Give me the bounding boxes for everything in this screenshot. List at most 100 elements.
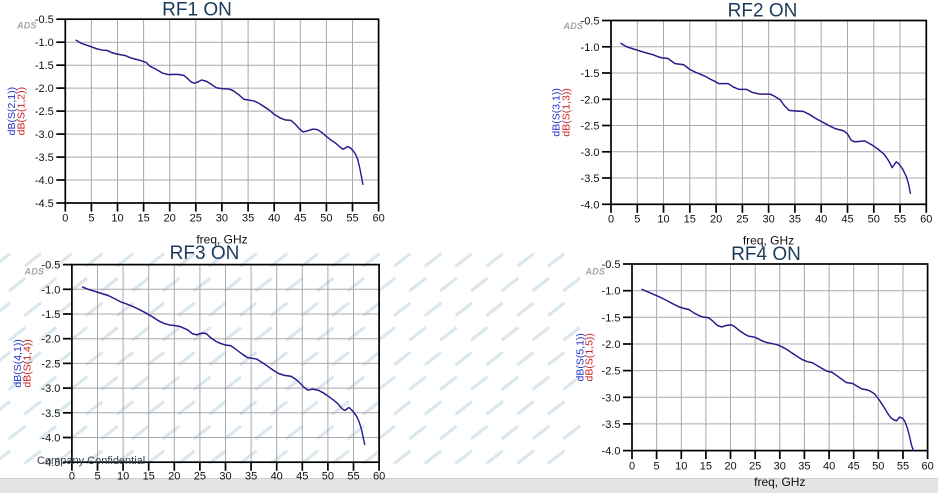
svg-text:45: 45: [841, 214, 853, 226]
svg-text:ADS: ADS: [585, 267, 606, 277]
svg-text:-4.0: -4.0: [41, 433, 60, 445]
svg-text:5: 5: [94, 471, 100, 483]
svg-text:-3.5: -3.5: [35, 152, 54, 164]
svg-text:40: 40: [815, 214, 827, 226]
svg-text:-2.0: -2.0: [41, 334, 60, 346]
svg-text:45: 45: [848, 461, 860, 473]
svg-text:20: 20: [724, 461, 736, 473]
svg-text:10: 10: [111, 213, 123, 225]
svg-text:RF4 ON: RF4 ON: [731, 244, 801, 265]
svg-text:RF2 ON: RF2 ON: [728, 1, 798, 22]
svg-text:dB(S(1,5)): dB(S(1,5)): [584, 333, 596, 381]
svg-text:20: 20: [710, 214, 722, 226]
svg-text:-2.5: -2.5: [35, 106, 54, 118]
svg-text:0: 0: [69, 471, 75, 483]
svg-text:5: 5: [654, 461, 660, 473]
svg-text:freq, GHz: freq, GHz: [196, 233, 247, 247]
svg-text:dB(S(2,1)): dB(S(2,1)): [6, 87, 18, 135]
svg-text:-0.5: -0.5: [35, 14, 54, 26]
svg-text:-0.5: -0.5: [581, 16, 600, 28]
svg-text:50: 50: [322, 471, 334, 483]
svg-text:40: 40: [271, 471, 283, 483]
svg-text:0: 0: [629, 461, 635, 473]
svg-text:60: 60: [921, 461, 933, 473]
svg-text:-1.5: -1.5: [41, 309, 60, 321]
svg-text:30: 30: [774, 461, 786, 473]
svg-text:20: 20: [164, 213, 176, 225]
svg-text:60: 60: [373, 471, 385, 483]
svg-text:dB(S(4,1)): dB(S(4,1)): [12, 339, 24, 387]
svg-text:55: 55: [897, 461, 909, 473]
svg-text:60: 60: [372, 213, 384, 225]
svg-text:-2.5: -2.5: [602, 366, 621, 378]
svg-text:0: 0: [608, 214, 614, 226]
svg-text:-3.5: -3.5: [602, 419, 621, 431]
svg-text:-1.0: -1.0: [35, 37, 54, 49]
svg-text:25: 25: [194, 471, 206, 483]
svg-text:-1.5: -1.5: [602, 312, 621, 324]
svg-text:-0.5: -0.5: [41, 260, 60, 272]
svg-text:RF3 ON: RF3 ON: [170, 243, 240, 264]
svg-text:-2.0: -2.0: [602, 339, 621, 351]
svg-text:dB(S(5,1)): dB(S(5,1)): [575, 333, 587, 381]
svg-text:ADS: ADS: [24, 267, 45, 277]
svg-text:-3.0: -3.0: [41, 383, 60, 395]
svg-text:-2.5: -2.5: [581, 121, 600, 133]
svg-text:-4.5: -4.5: [35, 198, 54, 210]
svg-text:0: 0: [62, 213, 68, 225]
svg-text:RF1 ON: RF1 ON: [162, 0, 232, 21]
svg-text:60: 60: [920, 214, 932, 226]
svg-text:-1.5: -1.5: [581, 68, 600, 80]
svg-text:15: 15: [700, 461, 712, 473]
svg-text:50: 50: [872, 461, 884, 473]
svg-text:15: 15: [137, 213, 149, 225]
svg-text:dB(S(3,1)): dB(S(3,1)): [551, 88, 563, 136]
svg-text:50: 50: [320, 213, 332, 225]
svg-text:10: 10: [657, 214, 669, 226]
svg-text:-3.5: -3.5: [581, 173, 600, 185]
svg-text:35: 35: [798, 461, 810, 473]
svg-text:-2.0: -2.0: [581, 94, 600, 106]
svg-text:55: 55: [347, 471, 359, 483]
svg-text:ADS: ADS: [16, 20, 37, 30]
svg-text:30: 30: [219, 471, 231, 483]
svg-text:55: 55: [346, 213, 358, 225]
svg-text:35: 35: [789, 214, 801, 226]
svg-text:dB(S(1,2)): dB(S(1,2)): [16, 87, 28, 135]
svg-text:50: 50: [868, 214, 880, 226]
svg-text:25: 25: [190, 213, 202, 225]
svg-text:-1.5: -1.5: [35, 60, 54, 72]
svg-text:5: 5: [88, 213, 94, 225]
svg-text:55: 55: [894, 214, 906, 226]
svg-text:45: 45: [294, 213, 306, 225]
svg-text:10: 10: [117, 471, 129, 483]
svg-text:-2.0: -2.0: [35, 83, 54, 95]
svg-text:-1.0: -1.0: [581, 42, 600, 54]
svg-text:-1.0: -1.0: [602, 286, 621, 298]
svg-text:25: 25: [736, 214, 748, 226]
svg-text:35: 35: [245, 471, 257, 483]
svg-text:-3.5: -3.5: [41, 408, 60, 420]
svg-text:30: 30: [216, 213, 228, 225]
svg-text:15: 15: [684, 214, 696, 226]
svg-text:freq, GHz: freq, GHz: [754, 475, 805, 489]
svg-text:5: 5: [634, 214, 640, 226]
svg-text:ADS: ADS: [563, 21, 584, 31]
svg-text:35: 35: [242, 213, 254, 225]
svg-text:30: 30: [762, 214, 774, 226]
svg-text:-3.0: -3.0: [35, 129, 54, 141]
svg-text:-3.0: -3.0: [602, 392, 621, 404]
svg-text:Company Confidential: Company Confidential: [37, 455, 145, 467]
svg-text:-4.5: -4.5: [41, 457, 60, 469]
svg-text:-2.5: -2.5: [41, 358, 60, 370]
svg-text:40: 40: [823, 461, 835, 473]
svg-text:-4.0: -4.0: [35, 175, 54, 187]
svg-text:freq, GHz: freq, GHz: [743, 234, 794, 248]
svg-text:-1.0: -1.0: [41, 284, 60, 296]
svg-text:dB(S(1,3)): dB(S(1,3)): [560, 88, 572, 136]
svg-text:-4.0: -4.0: [602, 446, 621, 458]
svg-text:dB(S(1,4)): dB(S(1,4)): [22, 339, 34, 387]
svg-text:40: 40: [268, 213, 280, 225]
svg-text:-3.0: -3.0: [581, 147, 600, 159]
svg-text:-0.5: -0.5: [602, 259, 621, 271]
